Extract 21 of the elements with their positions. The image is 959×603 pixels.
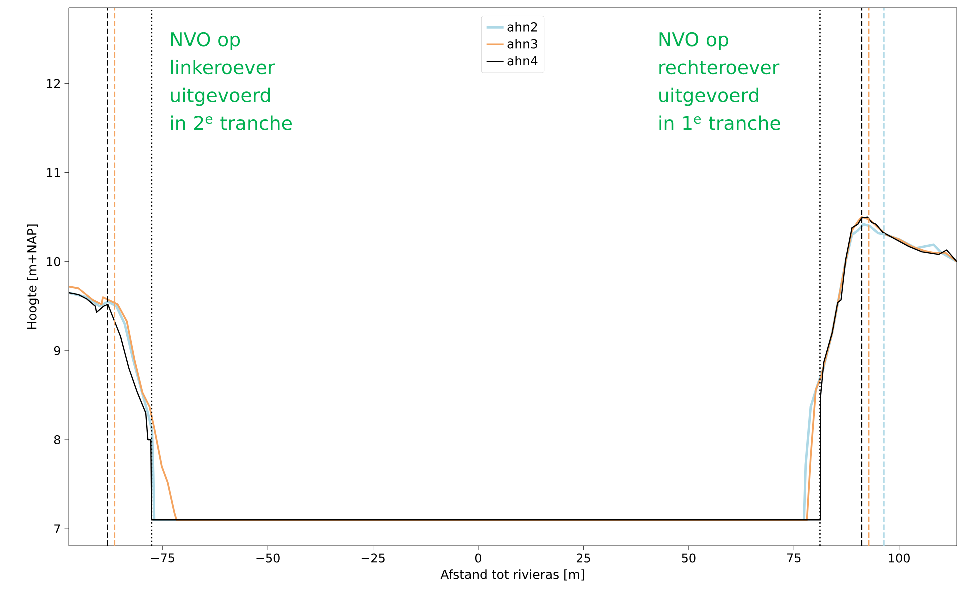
y-axis-title: Hoogte [m+NAP] [27, 224, 40, 330]
y-tick-label: 8 [54, 435, 60, 445]
x-tick-label: −25 [362, 554, 385, 563]
y-tick-label: 9 [54, 346, 60, 356]
y-tick-label: 11 [47, 168, 60, 178]
x-tick-label: 100 [889, 554, 910, 563]
y-tick-label: 7 [54, 524, 60, 534]
y-tick-label: 10 [47, 257, 60, 266]
x-tick-label: 50 [682, 554, 696, 563]
legend-label: ahn4 [508, 56, 538, 66]
x-axis-title: Afstand tot rivieras [m] [440, 570, 584, 581]
x-tick-label: 25 [576, 554, 590, 563]
annotation: NVO op rechteroever uitgevoerd in 1$^{e}$ tranche [660, 32, 780, 130]
x-tick-label: −50 [256, 554, 280, 563]
legend-label: ahn3 [508, 39, 538, 49]
x-tick-label: 75 [788, 554, 801, 563]
x-tick-label: 0 [475, 554, 482, 563]
y-tick-label: 12 [47, 79, 60, 88]
legend-label: ahn2 [508, 22, 538, 32]
annotation: NVO op linkeroever uitgevoerd in 2$^{e}$ tranche [171, 32, 292, 130]
x-tick-label: −75 [152, 554, 174, 563]
